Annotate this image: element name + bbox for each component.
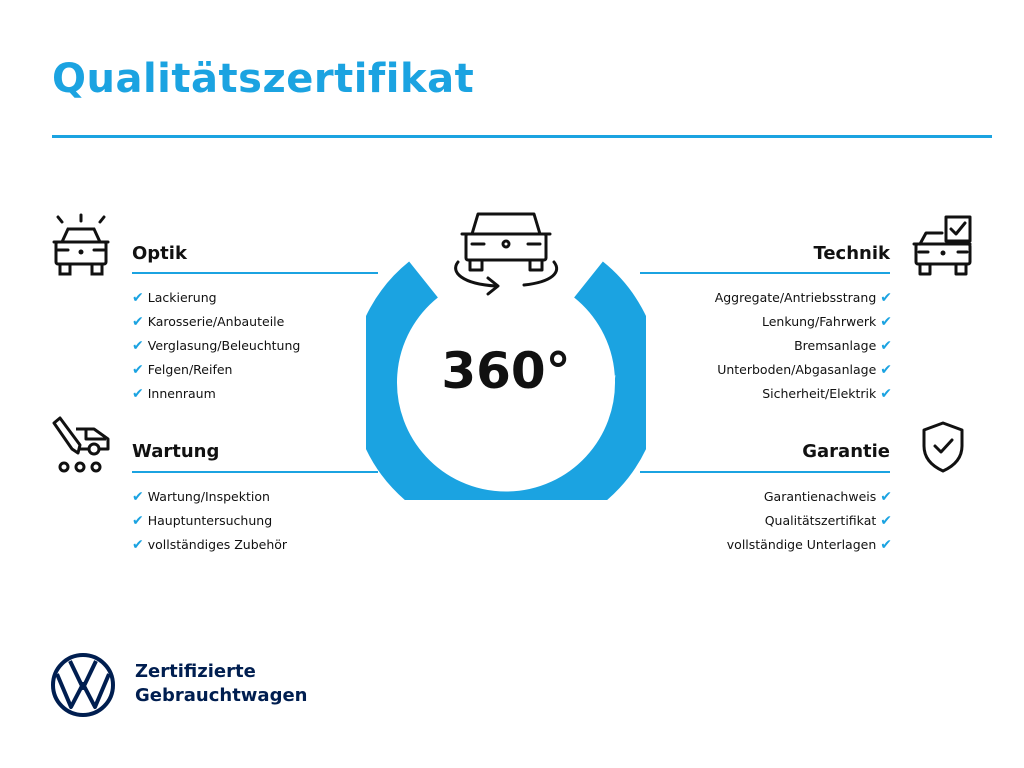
list-item: ✔ Verglasung/Beleuchtung — [132, 338, 301, 354]
list-item: Garantienachweis ✔ — [763, 489, 892, 505]
center-value: 360° — [441, 342, 570, 400]
check-icon: ✔ — [132, 513, 144, 529]
check-icon: ✔ — [880, 314, 892, 330]
check-icon: ✔ — [880, 290, 892, 306]
check-icon: ✔ — [132, 537, 144, 553]
list-wartung: ✔ Wartung/Inspektion ✔ Hauptuntersuchung ✔… — [132, 485, 287, 557]
section-divider-wartung — [132, 471, 378, 473]
car-lights-icon — [52, 213, 110, 276]
check-icon: ✔ — [132, 386, 144, 402]
360-check-badge: Gebrauchtwagen-Check 360° — [366, 212, 646, 500]
service-truck-icon — [52, 416, 110, 473]
check-icon: ✔ — [880, 386, 892, 402]
list-item: Qualitätszertifikat ✔ — [764, 513, 892, 529]
list-item: ✔ Innenraum — [132, 386, 216, 402]
check-icon: ✔ — [132, 362, 144, 378]
list-technik: Aggregate/Antriebsstrang ✔ Lenkung/Fahrwe… — [715, 286, 892, 406]
section-divider-optik — [132, 272, 378, 274]
check-icon: ✔ — [880, 362, 892, 378]
check-icon: ✔ — [880, 338, 892, 354]
list-item: ✔ vollständiges Zubehör — [132, 537, 288, 553]
check-icon: ✔ — [880, 489, 892, 505]
check-icon: ✔ — [880, 513, 892, 529]
list-item: ✔ Felgen/Reifen — [132, 362, 233, 378]
section-divider-technik — [640, 272, 890, 274]
shield-check-icon — [922, 421, 964, 473]
check-icon: ✔ — [132, 489, 144, 505]
ring-arc — [366, 261, 646, 500]
section-heading-optik: Optik — [132, 243, 187, 264]
list-item: ✔ Hauptuntersuchung — [132, 513, 273, 529]
title-divider — [52, 135, 992, 138]
list-item: ✔ Lackierung — [132, 290, 217, 306]
page-title: Qualitätszertifikat — [52, 56, 475, 102]
list-item: ✔ Karosserie/Anbauteile — [132, 314, 285, 330]
vw-logo — [51, 653, 115, 717]
check-icon: ✔ — [132, 314, 144, 330]
list-item: Bremsanlage ✔ — [794, 338, 892, 354]
list-garantie: Garantienachweis ✔ Qualitätszertifikat ✔ v… — [727, 485, 892, 557]
list-item: Aggregate/Antriebsstrang ✔ — [714, 290, 892, 306]
section-divider-garantie — [640, 471, 890, 473]
list-item: ✔ Wartung/Inspektion — [132, 489, 270, 505]
check-icon: ✔ — [132, 290, 144, 306]
brand-label: Zertifizierte Gebrauchtwagen — [135, 660, 307, 708]
list-optik: ✔ Lackierung ✔ Karosserie/Anbauteile ✔ Verg… — [132, 286, 300, 406]
list-item: vollständige Unterlagen ✔ — [726, 537, 892, 553]
brand-line-1: Zertifizierte — [135, 661, 256, 682]
check-icon: ✔ — [132, 338, 144, 354]
list-item: Unterboden/Abgasanlage ✔ — [717, 362, 892, 378]
car-rotate-icon — [454, 212, 559, 296]
check-icon: ✔ — [880, 537, 892, 553]
list-item: Lenkung/Fahrwerk ✔ — [762, 314, 892, 330]
section-heading-technik: Technik — [813, 243, 890, 264]
car-checklist-icon — [912, 215, 972, 276]
brand-line-2: Gebrauchtwagen — [135, 685, 308, 706]
section-heading-garantie: Garantie — [802, 441, 890, 462]
section-heading-wartung: Wartung — [132, 441, 220, 462]
list-item: Sicherheit/Elektrik ✔ — [762, 386, 892, 402]
